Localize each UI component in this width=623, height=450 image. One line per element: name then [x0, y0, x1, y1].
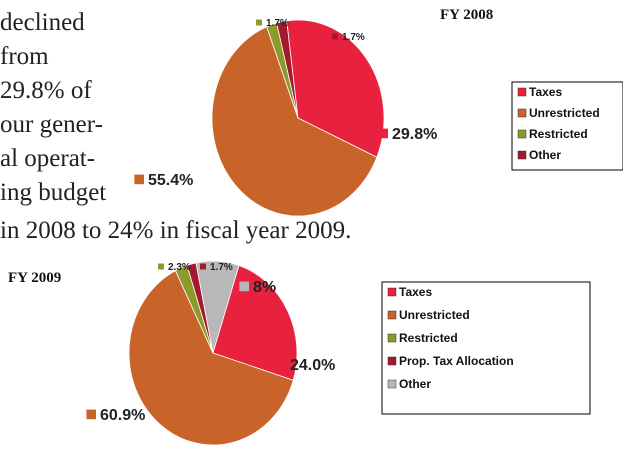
pie-slice	[174, 264, 214, 354]
legend-swatch	[517, 150, 527, 160]
pie-slice	[128, 270, 294, 446]
label-swatch	[134, 174, 144, 185]
legend-label: Other	[529, 148, 561, 162]
label-swatch	[200, 263, 206, 270]
legend-label: Prop. Tax Allocation	[399, 354, 514, 368]
legend-swatch	[517, 129, 527, 139]
label-swatch	[86, 409, 96, 420]
data-label: 1.7%	[342, 32, 365, 43]
label-swatch	[276, 359, 286, 370]
data-label: 8%	[253, 279, 276, 296]
data-label: 29.8%	[392, 126, 437, 143]
body-text-line: ing budget	[0, 179, 106, 206]
label-swatch	[256, 19, 262, 26]
legend-swatch	[387, 333, 397, 343]
legend-swatch	[387, 379, 397, 389]
label-swatch	[158, 263, 164, 270]
body-text-line: in 2008 to 24% in fiscal year 2009.	[0, 217, 351, 244]
chart-title: FY 2008	[440, 7, 493, 23]
legend-label: Unrestricted	[399, 308, 470, 322]
data-label: 1.7%	[266, 18, 289, 29]
label-swatch	[239, 281, 249, 292]
legend-label: Restricted	[529, 127, 588, 141]
legend-swatch	[517, 87, 527, 97]
data-label: 1.7%	[210, 262, 233, 273]
legend-label: Unrestricted	[529, 106, 600, 120]
body-text-line: from	[0, 43, 49, 70]
data-label: 60.9%	[100, 407, 145, 424]
legend-box	[511, 81, 623, 171]
body-text-line: our gener-	[0, 111, 103, 138]
body-text-line: declined	[0, 9, 85, 36]
legend-swatch	[387, 287, 397, 297]
legend-box	[381, 281, 591, 415]
body-text-line: al operat-	[0, 145, 95, 172]
body-text-line: 29.8% of	[0, 77, 92, 104]
label-swatch	[332, 33, 338, 40]
pie-slice	[266, 22, 299, 119]
data-label: 55.4%	[148, 172, 193, 189]
data-label: 2.3%	[168, 262, 191, 273]
legend-label: Taxes	[399, 285, 432, 299]
legend-label: Restricted	[399, 331, 458, 345]
pie-slice	[212, 265, 298, 381]
chart-title: FY 2009	[8, 270, 61, 286]
legend-swatch	[387, 356, 397, 366]
legend-swatch	[387, 310, 397, 320]
label-swatch	[378, 128, 388, 139]
legend-label: Taxes	[529, 85, 562, 99]
legend-swatch	[517, 108, 527, 118]
legend-label: Other	[399, 377, 431, 391]
pie-slice	[211, 26, 378, 217]
data-label: 24.0%	[290, 357, 335, 374]
